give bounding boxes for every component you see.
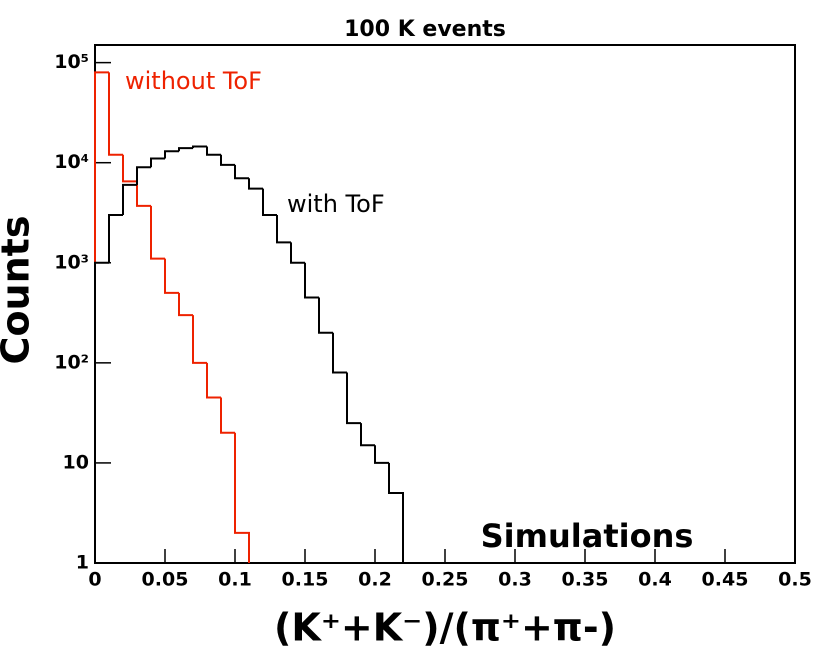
histogram-bin bbox=[122, 183, 137, 216]
x-tick-label: 0.15 bbox=[282, 569, 329, 591]
histogram-bin bbox=[192, 315, 207, 364]
series-label: with ToF bbox=[287, 190, 385, 218]
x-tick-label: 0.2 bbox=[358, 569, 392, 591]
y-tick-label: 10⁵ bbox=[54, 51, 89, 73]
histogram-bin bbox=[234, 432, 250, 563]
histogram-bin bbox=[374, 445, 389, 464]
histogram-bin bbox=[108, 72, 123, 156]
y-tick-label: 10² bbox=[54, 351, 89, 373]
histogram-bin bbox=[206, 362, 221, 399]
x-tick-label: 0 bbox=[88, 569, 101, 591]
histogram-bin bbox=[178, 292, 193, 317]
x-tick-label: 0.05 bbox=[142, 569, 189, 591]
histogram-bin bbox=[164, 150, 179, 159]
histogram-bin bbox=[178, 147, 193, 152]
y-tick-label: 1 bbox=[76, 552, 89, 574]
histogram-bin bbox=[122, 154, 137, 183]
y-tick-label: 10⁴ bbox=[54, 151, 89, 173]
histogram-bin bbox=[234, 164, 249, 180]
chart-title: 100 K events bbox=[344, 17, 506, 42]
histogram-bin bbox=[304, 262, 319, 299]
x-tick-label: 0.45 bbox=[702, 569, 749, 591]
histogram-bin bbox=[220, 397, 235, 434]
histogram-bin bbox=[346, 372, 361, 425]
histogram-bin bbox=[150, 157, 165, 168]
histogram-bin bbox=[108, 214, 123, 263]
x-tick-label: 0.35 bbox=[562, 569, 609, 591]
histogram-bin bbox=[220, 154, 235, 166]
histogram-bin bbox=[360, 423, 375, 447]
histogram-bin bbox=[94, 71, 109, 563]
histogram-bin bbox=[94, 261, 109, 563]
histogram-bin bbox=[318, 297, 333, 334]
y-axis-label: Counts bbox=[0, 216, 38, 365]
histogram-bin bbox=[192, 145, 207, 149]
y-tick-label: 10 bbox=[63, 451, 89, 473]
y-tick-label: 10³ bbox=[54, 251, 89, 273]
histogram-bin bbox=[332, 332, 347, 374]
histogram-bin bbox=[164, 258, 179, 294]
x-tick-label: 0.5 bbox=[778, 569, 812, 591]
plot-frame bbox=[94, 44, 796, 564]
histogram-bin bbox=[248, 178, 263, 190]
x-axis-label: (K⁺+K⁻)/(π⁺+π-) bbox=[274, 606, 616, 650]
histogram-bin bbox=[150, 205, 165, 260]
histogram-bin bbox=[136, 166, 151, 185]
histogram-bin bbox=[262, 188, 277, 217]
histogram-bin bbox=[136, 181, 151, 207]
x-tick-label: 0.3 bbox=[498, 569, 532, 591]
histogram-bin bbox=[206, 146, 221, 156]
x-tick-label: 0.1 bbox=[218, 569, 252, 591]
x-tick-label: 0.4 bbox=[638, 569, 672, 591]
annotation: Simulations bbox=[481, 517, 694, 555]
histogram-bin bbox=[290, 242, 305, 264]
x-tick-label: 0.25 bbox=[422, 569, 469, 591]
series-label: without ToF bbox=[125, 67, 262, 95]
histogram-bin bbox=[276, 215, 291, 244]
histogram-bin bbox=[388, 462, 404, 563]
